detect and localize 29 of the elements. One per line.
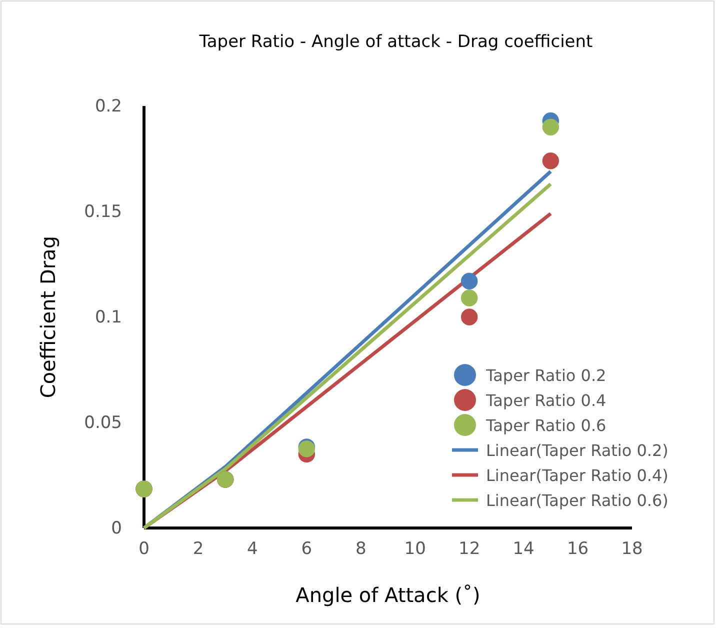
x-axis-title: Angle of Attack (˚) — [296, 583, 480, 607]
x-tick-label: 14 — [512, 539, 534, 560]
x-tick-label: 12 — [458, 539, 480, 560]
legend-label: Linear(Taper Ratio 0.4) — [486, 466, 668, 485]
x-tick-label: 0 — [138, 539, 150, 560]
x-tick-label: 16 — [566, 539, 589, 560]
x-tick-label: 10 — [404, 539, 426, 560]
y-tick-label: 0.05 — [84, 412, 122, 433]
legend-label: Linear(Taper Ratio 0.6) — [486, 491, 668, 510]
x-tick-label: 8 — [355, 539, 366, 560]
y-tick-label: 0.2 — [94, 96, 122, 116]
point — [460, 272, 478, 290]
y-tick-label: 0.1 — [94, 307, 122, 328]
legend-label: Taper Ratio 0.4 — [485, 391, 606, 410]
point — [460, 308, 478, 326]
y-tick-label: 0 — [111, 518, 122, 538]
x-tick-label: 6 — [301, 539, 312, 560]
chart-title: Taper Ratio - Angle of attack - Drag coefficient — [198, 32, 594, 52]
point — [542, 152, 560, 170]
x-tick-label: 4 — [247, 539, 258, 560]
y-axis-title: Coefficient Drag — [36, 236, 60, 398]
x-tick-label: 18 — [621, 539, 643, 560]
point — [542, 118, 560, 136]
legend-label: Taper Ratio 0.2 — [485, 366, 606, 385]
legend-label: Linear(Taper Ratio 0.2) — [486, 441, 668, 460]
x-tick-label: 2 — [192, 539, 204, 560]
y-tick-label: 0.15 — [84, 202, 122, 222]
point — [460, 290, 478, 306]
legend-label: Taper Ratio 0.6 — [485, 416, 606, 435]
